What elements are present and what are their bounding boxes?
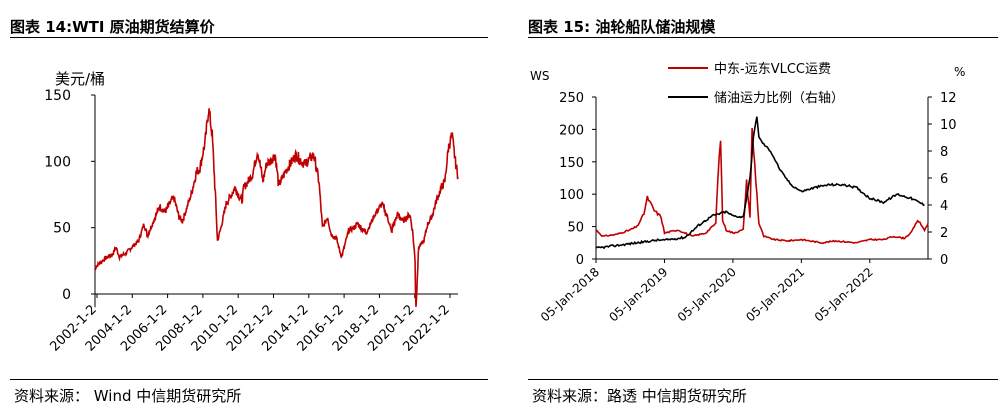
y-tick-label: 0 (576, 253, 584, 268)
x-tick-label: 05-Jan-2021 (743, 265, 807, 325)
source-rule (10, 379, 488, 380)
source-rule (528, 379, 998, 380)
title-rule (10, 37, 488, 38)
y-tick-label: 150 (44, 88, 71, 104)
right-panel: 图表 15: 油轮船队储油规模 WS% 0 50 100 150 200 250 0 2 4 6 8 1… (518, 0, 1006, 413)
title-rule (528, 37, 998, 38)
y-tick-label: 150 (559, 156, 584, 171)
chart-title: 图表 14:WTI 原油期货结算价 (10, 18, 215, 36)
source-note: 资料来源： Wind 中信期货研究所 (14, 387, 242, 405)
y-tick-label: 200 (559, 123, 584, 138)
x-tick-label: 05-Jan-2022 (812, 265, 876, 325)
y2-axis-label: % (954, 65, 965, 79)
wti-price-series-line (94, 108, 459, 307)
y-tick-label: 0 (62, 287, 71, 303)
y-tick-label: 50 (53, 221, 71, 237)
y-tick-label: 50 (567, 221, 584, 236)
y-axis-label: 美元/桶 (55, 70, 105, 88)
y2-tick-label: 12 (940, 91, 957, 106)
vlcc-freight-series-line (595, 127, 929, 245)
y2-tick-label: 6 (940, 172, 948, 187)
y-tick-label: 100 (44, 154, 71, 170)
chart-title: 图表 15: 油轮船队储油规模 (528, 18, 716, 36)
y2-tick-label: 4 (940, 199, 948, 214)
y-axis-label: WS (530, 69, 549, 83)
y2-tick-label: 2 (940, 226, 948, 241)
y2-tick-label: 8 (940, 145, 948, 160)
legend-label: 中东-远东VLCC运费 (714, 62, 831, 77)
legend-label: 储油运力比例（右轴） (714, 91, 844, 106)
x-tick-label: 05-Jan-2018 (538, 265, 602, 325)
source-note: 资料来源：路透 中信期货研究所 (532, 387, 747, 405)
storage-ratio-series-line (596, 116, 925, 250)
y2-tick-label: 10 (940, 118, 957, 133)
y-tick-label: 100 (559, 188, 584, 203)
y-tick-label: 250 (559, 91, 584, 106)
x-tick-label: 05-Jan-2020 (675, 265, 739, 325)
left-panel: 图表 14:WTI 原油期货结算价 美元/桶 0 50 100 150 2002-1-2 2… (0, 0, 498, 413)
wti-price-chart: 美元/桶0501001502002-1-22004-1-22006-1-2200… (44, 70, 459, 355)
y2-tick-label: 0 (940, 253, 948, 268)
x-tick-label: 05-Jan-2019 (606, 265, 670, 325)
